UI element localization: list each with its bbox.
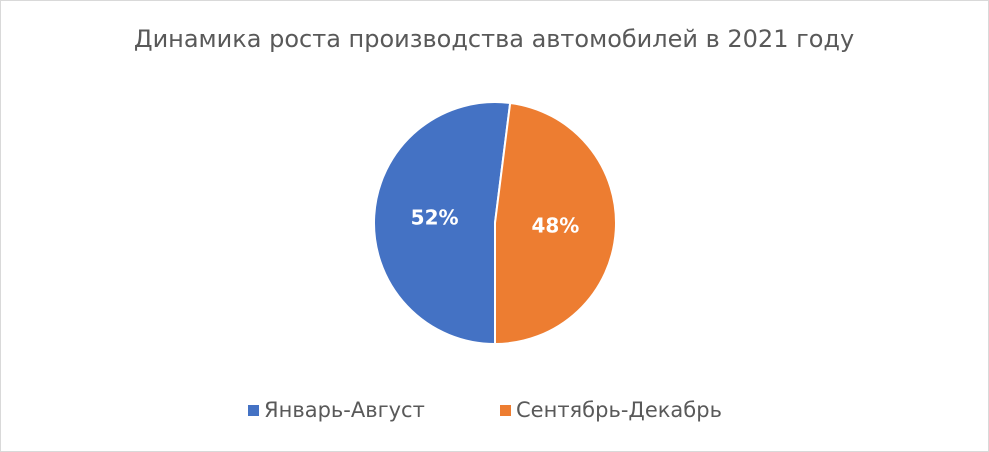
legend-swatch [248, 405, 259, 416]
legend-label: Сентябрь-Декабрь [516, 398, 722, 422]
chart-title: Динамика роста производства автомобилей … [134, 25, 854, 53]
data-label: 52% [411, 206, 459, 230]
legend-swatch [500, 405, 511, 416]
pie-slice [494, 101, 617, 346]
data-label: 48% [531, 213, 579, 237]
pie-slice [373, 101, 512, 346]
legend-label: Январь-Август [264, 398, 425, 422]
